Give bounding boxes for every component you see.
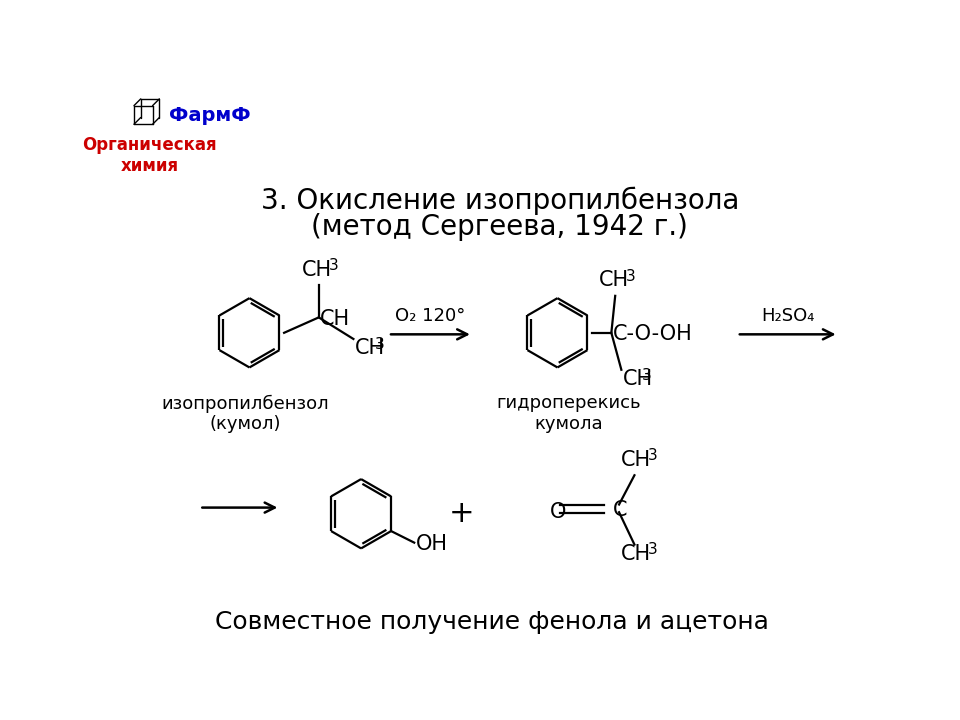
Text: CH: CH (302, 260, 332, 279)
Text: 3: 3 (648, 449, 658, 464)
Text: CH: CH (321, 309, 350, 329)
Text: 3: 3 (626, 269, 636, 284)
Text: (метод Сергеева, 1942 г.): (метод Сергеева, 1942 г.) (311, 213, 688, 241)
Text: OH: OH (416, 534, 447, 554)
Text: Совместное получение фенола и ацетона: Совместное получение фенола и ацетона (215, 610, 769, 634)
Text: Органическая
химия: Органическая химия (82, 137, 217, 175)
Text: О₂ 120°: О₂ 120° (396, 307, 466, 325)
Text: 3. Окисление изопропилбензола: 3. Окисление изопропилбензола (260, 186, 739, 215)
Text: C: C (612, 500, 628, 520)
Text: 3: 3 (642, 368, 652, 382)
Text: CH: CH (621, 450, 651, 470)
Text: CH: CH (621, 544, 651, 564)
Text: CH: CH (599, 271, 629, 290)
Text: CH: CH (355, 338, 385, 358)
Text: C-O-OH: C-O-OH (612, 324, 693, 344)
Text: H₂SO₄: H₂SO₄ (761, 307, 814, 325)
Text: O: O (550, 503, 566, 522)
Text: 3: 3 (648, 542, 658, 557)
Text: 3: 3 (328, 258, 339, 274)
Text: CH: CH (623, 369, 653, 389)
Text: +: + (448, 499, 474, 528)
Text: изопропилбензол
(кумол): изопропилбензол (кумол) (162, 395, 329, 433)
Text: гидроперекись
кумола: гидроперекись кумола (496, 395, 641, 433)
Text: 3: 3 (375, 337, 385, 352)
Text: ФармФ: ФармФ (169, 106, 251, 125)
